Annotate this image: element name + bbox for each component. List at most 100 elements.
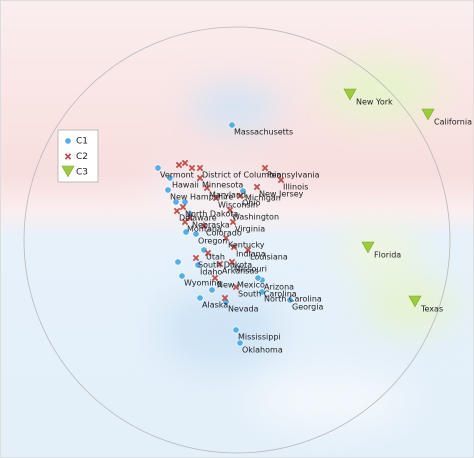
point (175, 161, 183, 169)
point-label: Oklahoma (242, 346, 283, 355)
point-label: Arizona (264, 283, 294, 292)
point (192, 254, 200, 262)
point (244, 246, 252, 254)
point (226, 206, 234, 214)
legend: C1 C2 C3 (57, 129, 99, 183)
point (236, 339, 244, 347)
point-label: Hawaii (172, 181, 199, 190)
point-label: Kentucky (228, 241, 265, 250)
point (181, 218, 189, 226)
point-label: Alaska (202, 301, 228, 310)
point (228, 121, 236, 129)
point-label: Wyoming (184, 279, 222, 288)
point (196, 164, 204, 172)
point-label: North Carolina (264, 295, 322, 304)
point (204, 249, 212, 257)
point-label: South Dakota (198, 261, 252, 270)
point-label: Nevada (228, 305, 259, 314)
point (172, 198, 180, 206)
point-label: Louisiana (250, 253, 288, 262)
point (166, 174, 174, 182)
point-label: Indiana (236, 250, 266, 259)
point-label: Montana (187, 225, 222, 234)
point (211, 274, 219, 282)
point-label: New York (356, 98, 393, 107)
point-label: Nebraska (192, 221, 230, 230)
point-label: Minnesota (202, 181, 243, 190)
legend-label: C1 (76, 137, 88, 147)
point (182, 228, 190, 236)
legend-label: C2 (76, 152, 88, 162)
point (221, 294, 229, 302)
point-label: Pennsylvania (267, 171, 320, 180)
point (174, 258, 182, 266)
point-label: Massachusetts (234, 128, 293, 137)
legend-label: C3 (76, 168, 88, 178)
point (361, 241, 375, 254)
point-label: Ohio (242, 199, 261, 208)
point (179, 203, 187, 211)
point (230, 243, 238, 251)
point (186, 214, 194, 222)
point (154, 164, 162, 172)
point-label: Virginia (235, 225, 265, 234)
point-label: New Hampshire (170, 193, 233, 202)
point-label: Washington (232, 213, 279, 222)
point-label: District of Columbia (202, 171, 281, 180)
point-label: Arkansas (222, 267, 258, 276)
point (178, 272, 186, 280)
point (258, 288, 266, 296)
point (277, 176, 285, 184)
point (216, 260, 224, 268)
point (164, 186, 172, 194)
point (236, 192, 244, 200)
point (188, 164, 196, 172)
point-label: Delaware (179, 214, 217, 223)
point (173, 207, 181, 215)
point-label: Illinois (283, 183, 308, 192)
point (421, 108, 435, 121)
point (232, 283, 240, 291)
point-label: California (434, 118, 472, 127)
point (196, 174, 204, 182)
point (181, 159, 189, 167)
point-label: Idaho (200, 268, 222, 277)
point-label: New Jersey (259, 190, 304, 199)
point (229, 218, 237, 226)
point-label: Florida (374, 251, 401, 260)
point (212, 194, 220, 202)
point-label: Wisconsin (218, 201, 258, 210)
point-label: Oregon (198, 237, 227, 246)
point-label: South Carolina (238, 290, 297, 299)
legend-frame (57, 129, 99, 183)
point (196, 294, 204, 302)
point (261, 164, 269, 172)
point-label: Missouri (234, 265, 267, 274)
point-label: Mississippi (238, 333, 281, 342)
point-label: Vermont (160, 171, 194, 180)
point (208, 286, 216, 294)
legend-marker (61, 165, 75, 178)
point (194, 261, 202, 269)
legend-marker (64, 137, 72, 145)
point-label: Georgia (292, 303, 323, 312)
point (192, 230, 200, 238)
point-label: North Dakota (185, 210, 238, 219)
point (343, 88, 357, 101)
point-label: New Mexico (217, 281, 265, 290)
point (203, 184, 211, 192)
point (286, 296, 294, 304)
point (228, 258, 236, 266)
point (222, 234, 230, 242)
point (254, 274, 262, 282)
point-label: Texas (420, 305, 443, 314)
point-label: Colorado (206, 229, 242, 238)
point-label: Maryland (209, 191, 246, 200)
point (408, 295, 422, 308)
point (232, 326, 240, 334)
point (200, 222, 208, 230)
point (253, 183, 261, 191)
